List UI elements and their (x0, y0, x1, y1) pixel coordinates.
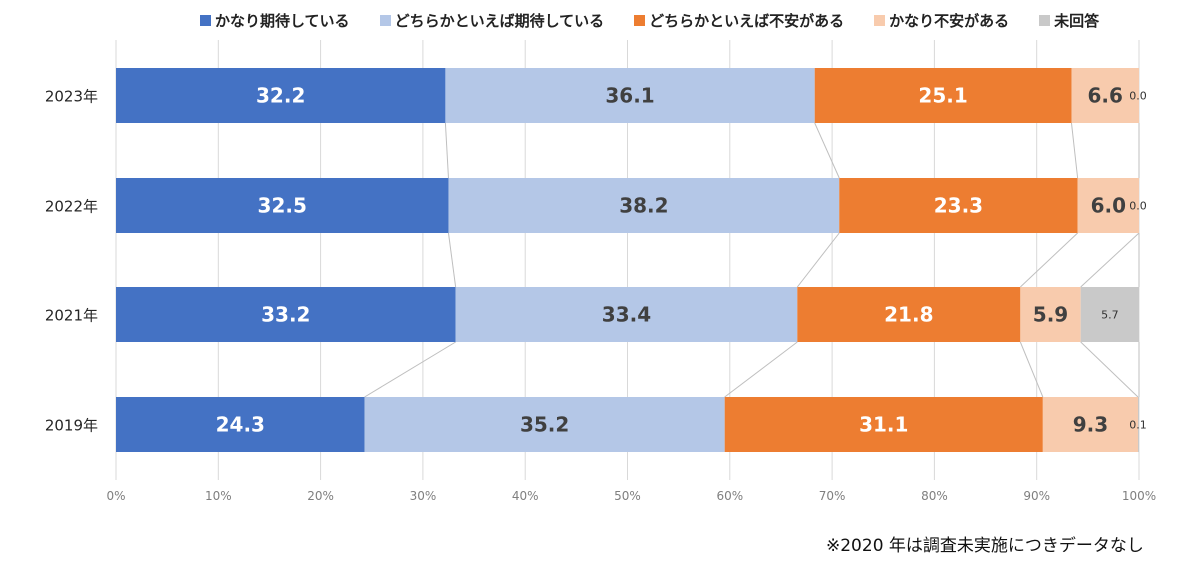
value-label: 5.9 (1033, 303, 1068, 327)
value-label: 33.2 (261, 303, 310, 327)
category-label: 2019年 (45, 417, 98, 435)
bar-segment (1042, 397, 1138, 452)
category-labels: 2023年 2022年 2021年 2019年 (45, 88, 98, 435)
x-tick-label: 70% (819, 489, 846, 503)
legend-swatch (379, 15, 391, 26)
value-label: 0.1 (1129, 419, 1147, 432)
value-label: 21.8 (884, 303, 933, 327)
legend-swatch (874, 15, 886, 26)
value-label: 38.2 (619, 194, 668, 218)
series-line (1019, 341, 1044, 398)
series-line (1080, 341, 1139, 398)
value-label: 32.5 (258, 194, 307, 218)
category-label: 2021年 (45, 307, 98, 325)
legend-item-very-anxious: かなり不安がある (874, 10, 1009, 31)
value-labels: 32.2 36.1 25.1 6.6 0.032.5 38.2 23.3 6.0 0.033.2… (216, 84, 1147, 437)
legend-item-strongly-expect: かなり期待している (200, 10, 350, 31)
legend-label: どちらかといえば期待している (394, 12, 605, 30)
legend-swatch (634, 15, 646, 26)
bar-segment (116, 68, 446, 123)
x-tick-label: 30% (410, 489, 437, 503)
category-label: 2022年 (45, 198, 98, 216)
bar-segment (1137, 397, 1139, 452)
legend-item-somewhat-expect: どちらかといえば期待している (379, 10, 605, 31)
series-line (364, 341, 456, 398)
bar-segment (116, 397, 365, 452)
bar-segment (724, 397, 1043, 452)
value-label: 25.1 (918, 84, 967, 108)
value-label: 6.6 (1088, 84, 1123, 108)
x-tick-label: 10% (205, 489, 232, 503)
bar-segment (797, 287, 1021, 342)
bar-segment (1071, 68, 1139, 123)
value-label: 32.2 (256, 84, 305, 108)
series-line (1070, 122, 1079, 179)
bar-segment (455, 287, 798, 342)
value-label: 9.3 (1073, 413, 1108, 437)
bar-segment (448, 178, 840, 233)
x-tick-label: 100% (1122, 489, 1156, 503)
value-label: 0.0 (1129, 200, 1147, 213)
bar-segment (116, 178, 449, 233)
legend-item-somewhat-anxious: どちらかといえば不安がある (634, 10, 844, 31)
bar-segment (839, 178, 1078, 233)
value-label: 23.3 (934, 194, 983, 218)
series-line (796, 232, 840, 288)
bar-segment (445, 68, 815, 123)
bars (116, 68, 1139, 452)
x-tick-label: 0% (106, 489, 125, 503)
x-tick-label: 60% (716, 489, 743, 503)
x-tick-label: 90% (1023, 489, 1050, 503)
series-line (447, 232, 457, 288)
x-axis-ticks: 0% 10% 20% 30% 40% 50% 60% 70% 80% 90% 100% (106, 489, 1156, 503)
footnote: ※2020 年は調査未実施につきデータなし (826, 536, 1144, 556)
value-label: 5.7 (1101, 309, 1119, 322)
x-tick-label: 20% (307, 489, 334, 503)
legend-label: かなり期待している (215, 12, 350, 30)
legend-label: かなり不安がある (889, 12, 1010, 30)
series-line (444, 122, 449, 179)
x-tick-label: 80% (921, 489, 948, 503)
legend-label: どちらかといえば不安がある (649, 12, 845, 30)
series-line (1019, 232, 1078, 288)
value-label: 33.4 (602, 303, 651, 327)
legend-label: 未回答 (1054, 12, 1100, 30)
bar-segment (1020, 287, 1081, 342)
bar-segment (116, 287, 456, 342)
bar-segment (814, 68, 1072, 123)
value-label: 6.0 (1091, 194, 1126, 218)
value-label: 35.2 (520, 413, 569, 437)
x-tick-label: 50% (614, 489, 641, 503)
legend-item-no-answer: 未回答 (1039, 10, 1099, 31)
x-tick-label: 40% (512, 489, 539, 503)
chart-legend: かなり期待している どちらかといえば期待している どちらかといえば不安がある か… (200, 10, 1099, 31)
value-label: 0.0 (1129, 90, 1147, 103)
category-label: 2023年 (45, 88, 98, 106)
legend-swatch (1039, 15, 1051, 26)
value-label: 31.1 (859, 413, 908, 437)
value-label: 24.3 (216, 413, 265, 437)
bar-segment (1077, 178, 1139, 233)
bar-segment (1080, 287, 1139, 342)
series-lines (364, 122, 1140, 398)
series-line (814, 122, 840, 179)
bar-segment (364, 397, 725, 452)
series-line (1080, 232, 1140, 288)
value-label: 36.1 (605, 84, 654, 108)
series-line (724, 341, 798, 398)
legend-swatch (200, 15, 211, 26)
